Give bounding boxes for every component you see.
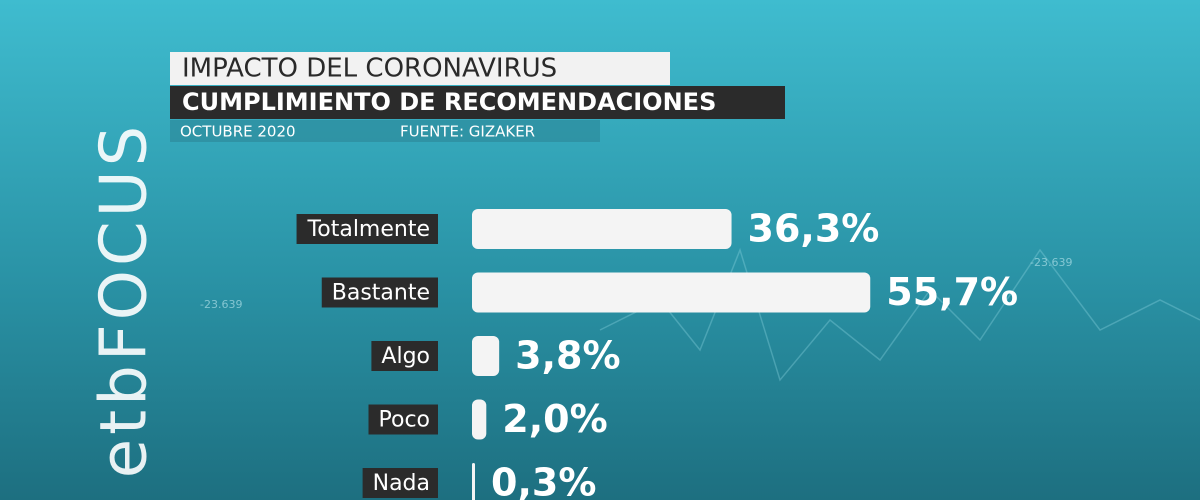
title-box	[170, 52, 670, 85]
value-label: 36,3%	[748, 207, 880, 251]
info-box	[170, 120, 600, 142]
background-label: -23.639	[1030, 256, 1072, 269]
value-label: 55,7%	[886, 270, 1018, 314]
source: FUENTE: GIZAKER	[400, 123, 535, 141]
date: OCTUBRE 2020	[180, 123, 296, 141]
category-label: Totalmente	[307, 217, 430, 242]
bar	[472, 463, 475, 500]
category-label: Poco	[379, 408, 431, 433]
brand-logo: etbFOCUS	[88, 122, 162, 478]
value-label: 3,8%	[515, 334, 620, 378]
bar	[472, 399, 487, 440]
bar	[472, 272, 871, 313]
background-label: -23.639	[200, 298, 242, 311]
title: IMPACTO DEL CORONAVIRUS	[182, 54, 557, 84]
subtitle: CUMPLIMIENTO DE RECOMENDACIONES	[182, 88, 716, 116]
bar	[472, 336, 500, 376]
category-box	[371, 341, 438, 371]
category-label: Bastante	[332, 281, 430, 306]
category-box	[362, 468, 438, 498]
category-box	[368, 404, 438, 435]
category-label: Algo	[381, 344, 430, 369]
bar	[472, 209, 732, 249]
category-box	[296, 214, 438, 244]
background-line	[599, 247, 1200, 382]
value-label: 0,3%	[491, 461, 596, 500]
value-label: 2,0%	[502, 397, 607, 441]
category-box	[321, 277, 438, 308]
subtitle-box	[170, 86, 785, 119]
category-label: Nada	[373, 471, 430, 496]
